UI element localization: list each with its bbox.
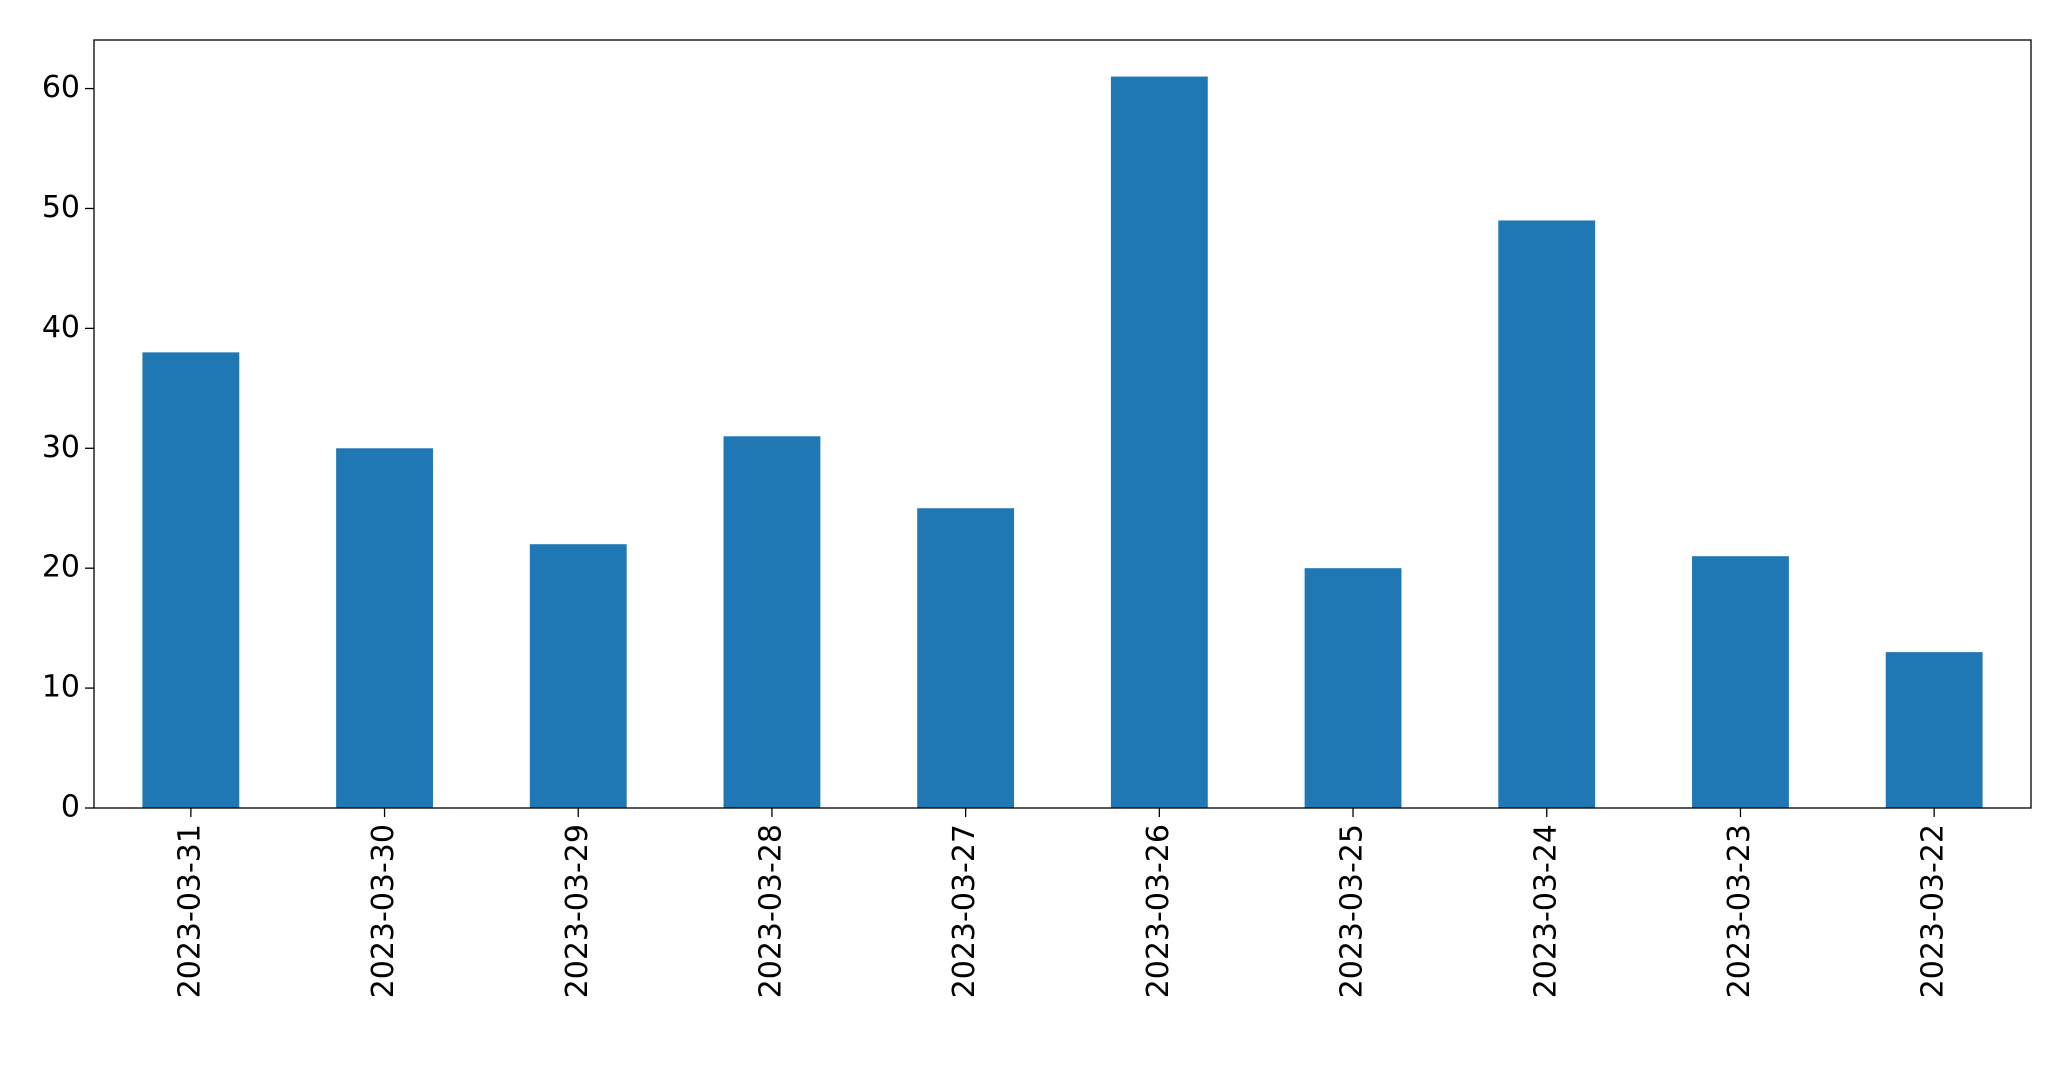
y-tick-label: 10 [42,670,80,705]
x-tick-label: 2023-03-30 [366,824,401,998]
x-tick-label: 2023-03-27 [947,824,982,998]
bar [1885,652,1983,808]
x-tick-label: 2023-03-22 [1916,824,1951,998]
bar [917,508,1015,808]
bar [336,448,433,808]
y-tick-label: 20 [42,550,80,585]
x-tick-label: 2023-03-28 [753,824,788,998]
x-tick-label: 2023-03-25 [1335,824,1370,998]
y-tick-label: 60 [42,70,80,105]
x-tick-label: 2023-03-31 [172,824,207,998]
x-tick-label: 2023-03-29 [560,824,595,998]
bar [529,544,627,808]
x-tick-label: 2023-03-24 [1528,824,1563,998]
y-tick-label: 50 [42,190,80,225]
bar [1304,568,1402,808]
y-tick-label: 0 [61,790,80,825]
x-tick-label: 2023-03-23 [1722,824,1757,998]
y-tick-label: 30 [42,430,80,465]
y-tick-label: 40 [42,310,80,345]
plot-frame [93,39,2032,809]
bar [1110,76,1208,809]
bar [1498,220,1596,809]
x-tick-label: 2023-03-26 [1141,824,1176,998]
bar [723,436,821,808]
bar [1692,556,1789,808]
bar [142,352,240,808]
